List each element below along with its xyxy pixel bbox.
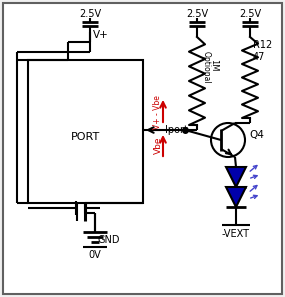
Text: 47: 47 [253,52,265,62]
Text: V+: V+ [93,30,109,40]
Text: Iport: Iport [165,125,188,135]
Text: 0V: 0V [89,250,101,260]
FancyBboxPatch shape [3,3,282,294]
Text: GND: GND [98,235,121,245]
Text: V+ - Vbe: V+ - Vbe [154,95,162,129]
Text: Optional: Optional [202,51,211,83]
Text: 2.5V: 2.5V [79,9,101,19]
Text: 1M: 1M [209,59,218,71]
Bar [28,60,143,203]
Text: PORT: PORT [71,132,100,141]
Text: 2.5V: 2.5V [186,9,208,19]
Text: -VEXT: -VEXT [222,229,250,239]
Text: 2.5V: 2.5V [239,9,261,19]
Polygon shape [226,167,246,187]
Text: R12: R12 [253,40,272,50]
Polygon shape [226,187,246,207]
Text: Q4: Q4 [249,130,264,140]
Text: Vbe: Vbe [154,136,162,154]
